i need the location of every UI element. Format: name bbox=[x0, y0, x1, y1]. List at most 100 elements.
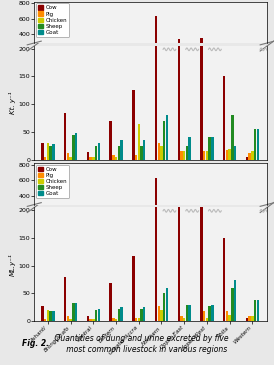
Bar bbox=[140, 64, 143, 65]
Bar bbox=[140, 225, 143, 227]
Bar bbox=[223, 215, 226, 227]
Bar bbox=[64, 112, 66, 160]
Bar bbox=[203, 311, 206, 321]
Bar bbox=[52, 144, 55, 160]
Bar bbox=[109, 60, 112, 65]
Bar bbox=[186, 64, 188, 65]
Bar bbox=[226, 64, 228, 65]
Bar bbox=[209, 225, 211, 227]
Bar bbox=[140, 309, 143, 321]
Bar bbox=[47, 63, 49, 65]
Bar bbox=[41, 225, 44, 227]
Bar bbox=[67, 316, 69, 321]
Bar bbox=[118, 225, 120, 227]
Bar bbox=[203, 151, 206, 160]
Bar bbox=[234, 221, 236, 227]
Bar bbox=[203, 226, 206, 227]
Bar bbox=[206, 151, 208, 160]
Bar bbox=[229, 315, 231, 321]
Bar bbox=[69, 157, 72, 160]
Bar bbox=[64, 59, 66, 65]
Bar bbox=[44, 157, 46, 160]
Bar bbox=[163, 60, 165, 65]
Bar bbox=[211, 138, 214, 160]
Bar bbox=[200, 206, 203, 227]
Bar bbox=[155, 0, 157, 321]
Bar bbox=[229, 64, 231, 65]
Bar bbox=[183, 64, 185, 65]
Bar bbox=[231, 115, 234, 160]
Bar bbox=[95, 226, 97, 227]
Bar bbox=[249, 226, 251, 227]
Bar bbox=[67, 226, 69, 227]
Bar bbox=[132, 256, 135, 321]
Bar bbox=[47, 310, 49, 321]
Bar bbox=[231, 288, 234, 321]
Bar bbox=[186, 225, 188, 227]
Bar bbox=[251, 226, 254, 227]
Bar bbox=[69, 319, 72, 321]
Bar bbox=[138, 61, 140, 65]
Bar bbox=[186, 304, 188, 321]
Bar bbox=[95, 146, 97, 160]
Bar bbox=[143, 225, 145, 227]
Bar bbox=[254, 61, 256, 65]
Bar bbox=[234, 64, 236, 65]
Bar bbox=[41, 63, 44, 65]
Bar bbox=[118, 309, 120, 321]
Bar bbox=[180, 151, 183, 160]
Bar bbox=[155, 178, 157, 227]
Bar bbox=[115, 157, 117, 160]
Bar bbox=[251, 151, 254, 160]
Bar bbox=[115, 319, 117, 321]
Bar bbox=[206, 64, 208, 65]
Bar bbox=[132, 218, 135, 227]
Bar bbox=[209, 62, 211, 65]
Bar bbox=[49, 311, 52, 321]
Bar bbox=[180, 64, 183, 65]
Bar bbox=[209, 138, 211, 160]
Bar bbox=[64, 277, 66, 321]
Bar bbox=[72, 62, 75, 65]
Bar bbox=[166, 115, 168, 160]
Bar bbox=[49, 146, 52, 160]
Bar bbox=[158, 143, 160, 160]
Bar bbox=[118, 146, 120, 160]
Bar bbox=[120, 140, 123, 160]
Bar bbox=[166, 222, 168, 227]
Bar bbox=[92, 319, 95, 321]
Bar bbox=[160, 64, 163, 65]
Bar bbox=[92, 157, 95, 160]
Bar bbox=[158, 306, 160, 321]
Y-axis label: ML.y⁻¹: ML.y⁻¹ bbox=[8, 253, 16, 276]
Bar bbox=[251, 316, 254, 321]
Text: Fig. 2.: Fig. 2. bbox=[22, 339, 49, 348]
Bar bbox=[109, 284, 112, 321]
Bar bbox=[67, 153, 69, 160]
Bar bbox=[120, 63, 123, 65]
Bar bbox=[226, 226, 228, 227]
Bar bbox=[47, 143, 49, 160]
Bar bbox=[98, 309, 100, 321]
Bar bbox=[189, 138, 191, 160]
Bar bbox=[200, 171, 203, 321]
Bar bbox=[189, 225, 191, 227]
Bar bbox=[200, 38, 203, 65]
Bar bbox=[209, 306, 211, 321]
Bar bbox=[155, 0, 157, 160]
Bar bbox=[72, 135, 75, 160]
Bar bbox=[87, 316, 89, 321]
Bar bbox=[158, 63, 160, 65]
Bar bbox=[189, 62, 191, 65]
Bar bbox=[178, 207, 180, 227]
Bar bbox=[249, 153, 251, 160]
Bar bbox=[135, 155, 137, 160]
Bar bbox=[246, 157, 248, 160]
Bar bbox=[234, 146, 236, 160]
Bar bbox=[75, 62, 77, 65]
Y-axis label: Kt. y⁻¹: Kt. y⁻¹ bbox=[8, 92, 16, 114]
Bar bbox=[226, 150, 228, 160]
Bar bbox=[211, 304, 214, 321]
Bar bbox=[254, 129, 256, 160]
Bar bbox=[178, 0, 180, 160]
